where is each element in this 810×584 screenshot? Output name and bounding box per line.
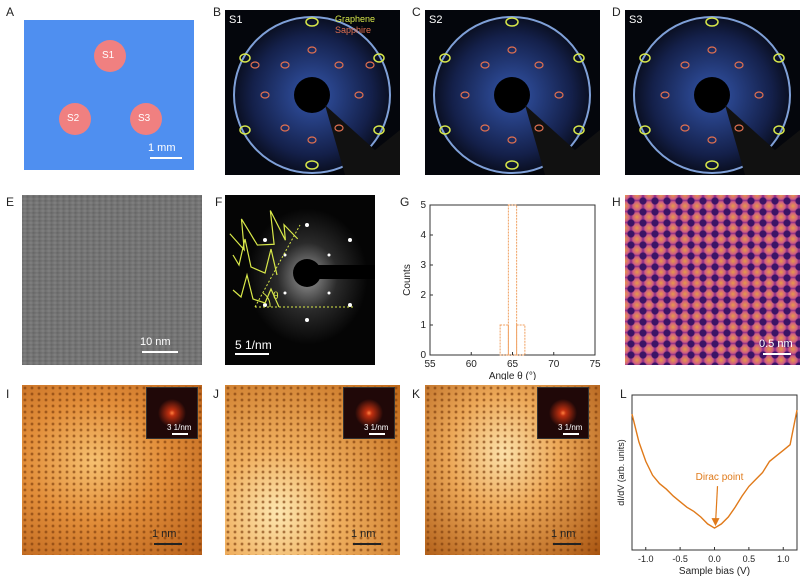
panel-i-inset-scale-label: 3 1/nm [167, 423, 192, 432]
histogram-bar-1 [507, 204, 518, 356]
panel-e-tem-image: 10 nm [22, 195, 202, 365]
panel-f-diffraction-image: θ 5 1/nm [225, 195, 375, 365]
panel-i-scale-label: 1 nm [152, 528, 177, 540]
y-tick-label-0: 0 [420, 350, 426, 361]
spectrum-line [631, 409, 798, 529]
panel-e-scale-label: 10 nm [140, 336, 171, 348]
dirac-point-arrow-shaft [714, 486, 719, 525]
panel-f-scale-label: 5 1/nm [235, 338, 272, 352]
y-tick-label-4: 4 [420, 230, 426, 241]
sample-s3-label: S3 [138, 113, 151, 124]
l-x-tick-label-0: -1.0 [638, 554, 654, 564]
panel-c-sample-label: S2 [429, 14, 443, 26]
panel-h-scale-label: 0.5 nm [759, 338, 793, 350]
x-tick-label-0: 55 [424, 359, 436, 370]
panel-letter-b: B [213, 5, 222, 19]
panel-letter-j: J [213, 387, 219, 401]
panel-letter-k: K [412, 387, 421, 401]
legend-sapphire-label: Sapphire [335, 25, 372, 35]
panel-j-inset-scale-bar [369, 433, 385, 435]
panel-letter-c: C [412, 5, 421, 19]
diffraction-pattern [225, 195, 375, 365]
l-x-axis-label: Sample bias (V) [679, 566, 750, 577]
panel-a-scale-bar [150, 157, 182, 159]
panel-h-stm-image: 0.5 nm [625, 195, 800, 365]
panel-letter-g: G [400, 195, 410, 209]
panel-letter-a: A [6, 5, 15, 19]
panel-letter-l: L [620, 387, 627, 401]
panel-j-fft-inset [343, 387, 395, 439]
panel-h-scale-bar [763, 353, 791, 355]
angle-theta-label: θ [273, 291, 279, 302]
panel-k-scale-label: 1 nm [551, 528, 576, 540]
panel-i-scale-bar [154, 543, 182, 545]
panel-e-scale-bar [142, 351, 178, 353]
leed-pattern-d [633, 16, 800, 175]
dirac-point-label: Dirac point [696, 472, 744, 483]
panel-i-inset-scale-bar [172, 433, 188, 435]
panel-k-scale-bar [553, 543, 581, 545]
panel-j-inset-scale-label: 3 1/nm [364, 423, 389, 432]
spectrum-svg: -1.0 -0.5 0.0 0.5 1.0 Sample bias (V) dI/dV (a… [616, 394, 798, 577]
x-tick-label-4: 75 [589, 359, 601, 370]
sample-s1-disk [94, 40, 126, 72]
panel-j-scale-label: 1 nm [351, 528, 376, 540]
panel-letter-i: I [6, 387, 10, 401]
l-x-tick-label-4: 1.0 [777, 554, 790, 564]
panel-letter-f: F [215, 195, 223, 209]
panel-b-sample-label: S1 [229, 14, 243, 26]
y-axis-label: Counts [402, 264, 413, 296]
legend-graphene-label: Graphene [335, 14, 376, 24]
panel-c-leed-image: S2 [425, 10, 600, 175]
y-tick-label-3: 3 [420, 260, 426, 271]
l-x-tick-label-3: 0.5 [743, 554, 756, 564]
panel-k-stm-image: 3 1/nm 1 nm [425, 385, 600, 555]
panel-l-spectrum: -1.0 -0.5 0.0 0.5 1.0 Sample bias (V) dI/dV (a… [612, 385, 808, 580]
histogram-bar-0 [499, 324, 509, 356]
sample-s2-disk [59, 103, 91, 135]
panel-letter-h: H [612, 195, 621, 209]
y-tick-label-2: 2 [420, 290, 426, 301]
panel-i-stm-image: 3 1/nm 1 nm [22, 385, 202, 555]
panel-k-inset-scale-label: 3 1/nm [558, 423, 583, 432]
leed-pattern-b [233, 16, 400, 175]
sample-s1-label: S1 [102, 50, 115, 61]
l-x-tick-label-2: 0.0 [708, 554, 721, 564]
panel-d-leed-image: S3 [625, 10, 800, 175]
panel-d-sample-label: S3 [629, 14, 643, 26]
panel-f-scale-bar [235, 353, 269, 355]
y-tick-label-5: 5 [420, 200, 426, 211]
panel-letter-d: D [612, 5, 621, 19]
l-y-axis-label: dI/dV (arb. units) [616, 439, 626, 506]
panel-k-inset-scale-bar [563, 433, 579, 435]
panel-b-leed-image: S1 Graphene Sapphire [225, 10, 400, 175]
dirac-point-arrow-head [711, 518, 720, 527]
sample-s2-label: S2 [67, 113, 80, 124]
panel-j-stm-image: 3 1/nm 1 nm [225, 385, 400, 555]
panel-k-fft-inset [537, 387, 589, 439]
x-axis-label: Angle θ (°) [489, 371, 536, 380]
panel-letter-e: E [6, 195, 15, 209]
panel-g-histogram: 55 60 65 70 75 0 1 2 3 4 5 Angle θ (°) Counts [400, 195, 610, 382]
sample-s3-disk [130, 103, 162, 135]
histogram-svg: 55 60 65 70 75 0 1 2 3 4 5 Angle θ (°) Counts [402, 200, 601, 382]
leed-pattern-c [433, 16, 600, 175]
panel-j-scale-bar [353, 543, 381, 545]
panel-a-scale-label: 1 mm [148, 142, 176, 154]
histogram-frame [429, 204, 596, 356]
panel-a-substrate-image: S1 S2 S3 1 mm [24, 20, 194, 170]
l-x-tick-label-1: -0.5 [672, 554, 688, 564]
x-tick-label-3: 70 [548, 359, 560, 370]
y-tick-label-1: 1 [420, 320, 426, 331]
panel-i-fft-inset [146, 387, 198, 439]
x-tick-label-2: 65 [507, 359, 519, 370]
histogram-bar-2 [516, 324, 526, 356]
x-tick-label-1: 60 [466, 359, 478, 370]
